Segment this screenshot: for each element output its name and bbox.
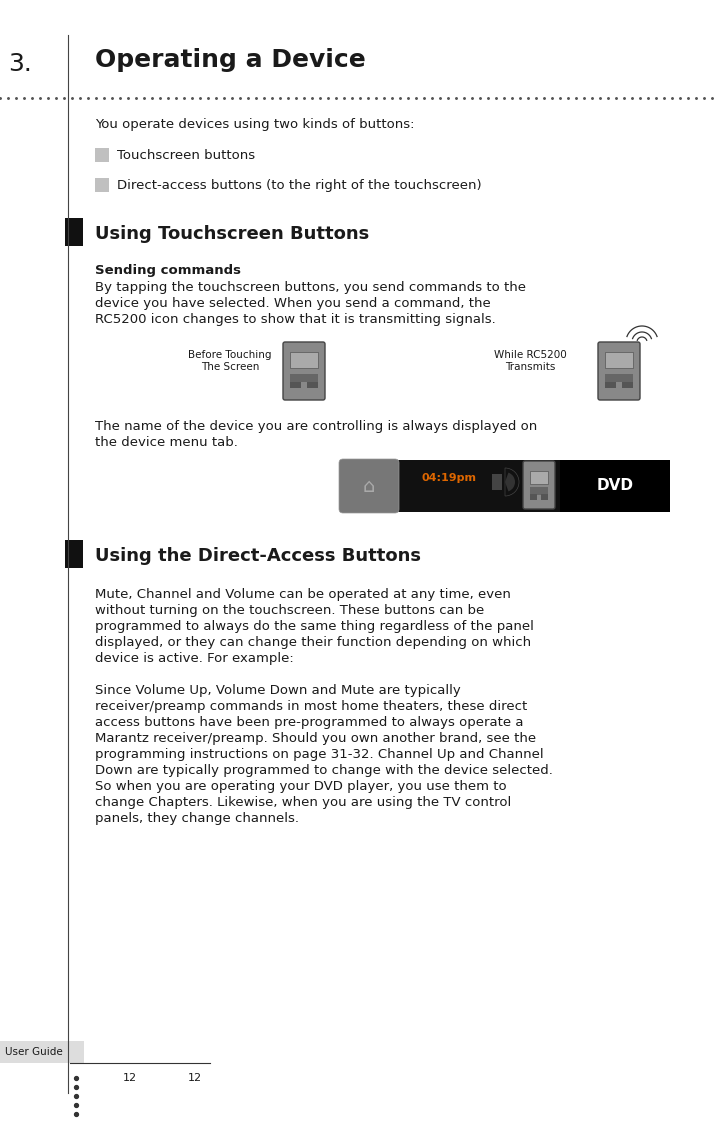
Text: DVD: DVD bbox=[597, 478, 634, 493]
Bar bbox=[340, 460, 670, 512]
Bar bbox=[605, 382, 616, 387]
Text: RC5200 icon changes to show that it is transmitting signals.: RC5200 icon changes to show that it is t… bbox=[95, 313, 495, 326]
Text: receiver/preamp commands in most home theaters, these direct: receiver/preamp commands in most home th… bbox=[95, 700, 527, 713]
Text: Touchscreen buttons: Touchscreen buttons bbox=[117, 149, 255, 162]
Bar bbox=[530, 487, 548, 495]
Bar bbox=[541, 494, 548, 500]
FancyBboxPatch shape bbox=[283, 343, 325, 400]
Text: You operate devices using two kinds of buttons:: You operate devices using two kinds of b… bbox=[95, 118, 414, 131]
Text: Before Touching: Before Touching bbox=[189, 350, 272, 360]
Text: Transmits: Transmits bbox=[505, 362, 555, 372]
Text: programmed to always do the same thing regardless of the panel: programmed to always do the same thing r… bbox=[95, 620, 534, 633]
Text: By tapping the touchscreen buttons, you send commands to the: By tapping the touchscreen buttons, you … bbox=[95, 281, 526, 294]
Text: Marantz receiver/preamp. Should you own another brand, see the: Marantz receiver/preamp. Should you own … bbox=[95, 732, 536, 745]
Text: programming instructions on page 31-32. Channel Up and Channel: programming instructions on page 31-32. … bbox=[95, 748, 543, 761]
Text: displayed, or they can change their function depending on which: displayed, or they can change their func… bbox=[95, 636, 531, 649]
Text: 04:19pm: 04:19pm bbox=[422, 473, 477, 483]
Text: device is active. For example:: device is active. For example: bbox=[95, 652, 294, 665]
FancyBboxPatch shape bbox=[339, 459, 399, 513]
Text: access buttons have been pre-programmed to always operate a: access buttons have been pre-programmed … bbox=[95, 716, 523, 729]
Bar bbox=[492, 474, 502, 490]
Text: panels, they change channels.: panels, they change channels. bbox=[95, 812, 299, 825]
Text: Down are typically programmed to change with the device selected.: Down are typically programmed to change … bbox=[95, 764, 553, 777]
Bar bbox=[307, 382, 318, 387]
Bar bbox=[290, 382, 301, 387]
Text: 12: 12 bbox=[123, 1072, 137, 1083]
Text: the device menu tab.: the device menu tab. bbox=[95, 436, 238, 449]
FancyBboxPatch shape bbox=[523, 462, 555, 509]
Text: Sending commands: Sending commands bbox=[95, 264, 241, 277]
Wedge shape bbox=[505, 468, 519, 496]
Text: Mute, Channel and Volume can be operated at any time, even: Mute, Channel and Volume can be operated… bbox=[95, 588, 511, 601]
Text: device you have selected. When you send a command, the: device you have selected. When you send … bbox=[95, 296, 490, 310]
Text: without turning on the touchscreen. These buttons can be: without turning on the touchscreen. Thes… bbox=[95, 604, 484, 617]
Text: The name of the device you are controlling is always displayed on: The name of the device you are controlli… bbox=[95, 420, 537, 433]
Text: 12: 12 bbox=[188, 1072, 202, 1083]
Bar bbox=[622, 382, 633, 387]
Text: ⌂: ⌂ bbox=[363, 476, 375, 495]
Bar bbox=[290, 351, 318, 368]
Text: The Screen: The Screen bbox=[201, 362, 259, 372]
Wedge shape bbox=[505, 473, 515, 492]
Bar bbox=[95, 179, 109, 192]
Bar bbox=[560, 460, 670, 512]
Text: 3.: 3. bbox=[8, 52, 32, 76]
Bar bbox=[95, 148, 109, 162]
Bar bbox=[605, 374, 633, 382]
Bar bbox=[530, 494, 537, 500]
Text: Using the Direct-Access Buttons: Using the Direct-Access Buttons bbox=[95, 547, 421, 565]
FancyBboxPatch shape bbox=[598, 343, 640, 400]
Text: So when you are operating your DVD player, you use them to: So when you are operating your DVD playe… bbox=[95, 780, 507, 793]
Bar bbox=[65, 218, 83, 246]
Text: User Guide: User Guide bbox=[5, 1047, 63, 1057]
Bar bbox=[290, 374, 318, 382]
Text: While RC5200: While RC5200 bbox=[493, 350, 566, 360]
Bar bbox=[65, 540, 83, 568]
Text: Operating a Device: Operating a Device bbox=[95, 48, 366, 72]
Bar bbox=[605, 351, 633, 368]
Text: Direct-access buttons (to the right of the touchscreen): Direct-access buttons (to the right of t… bbox=[117, 179, 482, 192]
Text: Since Volume Up, Volume Down and Mute are typically: Since Volume Up, Volume Down and Mute ar… bbox=[95, 684, 461, 697]
Text: change Chapters. Likewise, when you are using the TV control: change Chapters. Likewise, when you are … bbox=[95, 796, 511, 809]
Bar bbox=[530, 471, 548, 484]
Bar bbox=[0, 1041, 84, 1063]
Text: Using Touchscreen Buttons: Using Touchscreen Buttons bbox=[95, 225, 369, 243]
